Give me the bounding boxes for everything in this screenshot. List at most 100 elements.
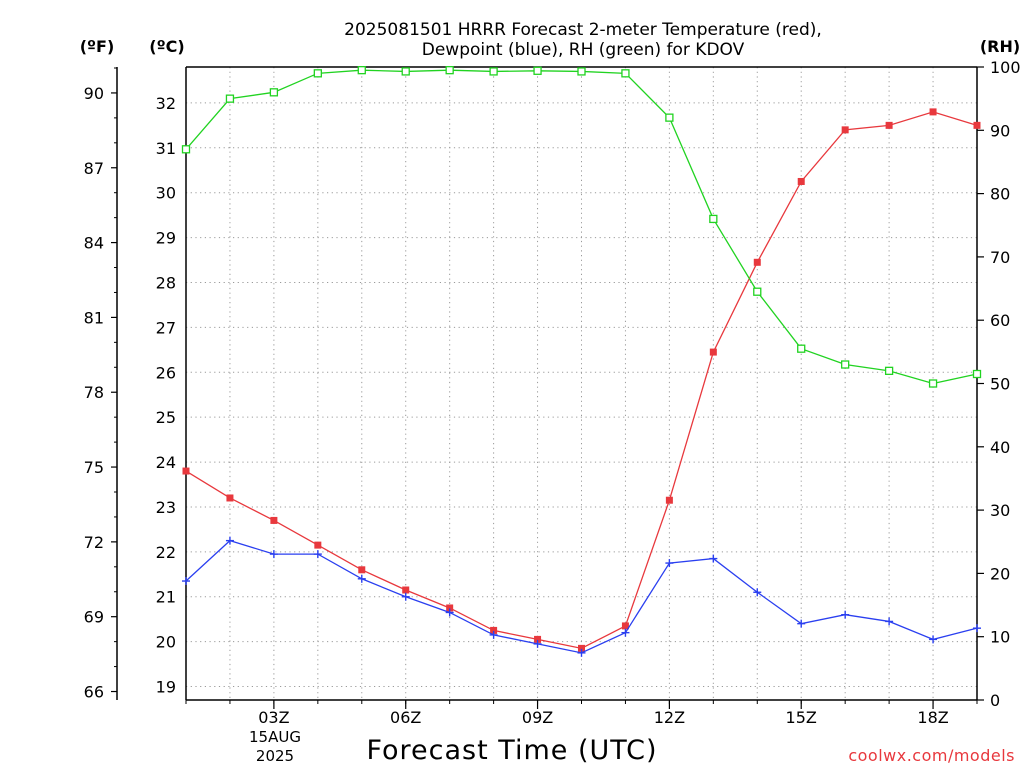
rh-tick-label: 20 xyxy=(990,564,1010,583)
x-axis-title: Forecast Time (UTC) xyxy=(366,735,657,766)
grid-lines xyxy=(185,67,978,700)
data-series xyxy=(181,66,982,657)
rh-point xyxy=(928,379,938,388)
dewpoint-point xyxy=(182,577,190,586)
x-tick-label: 03Z xyxy=(258,708,289,727)
dewpoint-point xyxy=(225,536,234,545)
temperature-point xyxy=(578,644,585,652)
temperature-point xyxy=(358,566,366,574)
celsius-tick-label: 25 xyxy=(156,408,176,427)
dewpoint-point xyxy=(753,588,762,597)
rh-tick-label: 70 xyxy=(990,248,1010,267)
dewpoint-point xyxy=(973,624,981,633)
temperature-point xyxy=(709,348,717,356)
celsius-tick-label: 30 xyxy=(156,184,176,203)
rh-point xyxy=(401,67,410,76)
rh-point xyxy=(533,66,542,75)
fahrenheit-tick-label: 81 xyxy=(84,308,104,327)
temperature-point xyxy=(402,586,410,594)
rh-tick-label: 90 xyxy=(990,121,1010,140)
chart-title-line1: 2025081501 HRRR Forecast 2-meter Tempera… xyxy=(344,20,822,40)
fahrenheit-unit-label: (ºF) xyxy=(80,37,115,56)
rh-point xyxy=(181,145,191,154)
dewpoint-point xyxy=(885,617,894,626)
rh-point xyxy=(709,214,718,224)
dewpoint-point xyxy=(577,648,586,657)
dewpoint-point xyxy=(357,574,366,583)
fahrenheit-tick-label: 90 xyxy=(84,84,104,103)
rh-unit-label: (RH) xyxy=(980,37,1020,56)
x-tick-label: 15Z xyxy=(786,708,817,727)
temperature-point xyxy=(270,516,278,524)
x-tick-label: 06Z xyxy=(390,708,421,727)
temperature-point xyxy=(226,494,234,502)
rh-point xyxy=(313,69,322,78)
rh-tick-label: 60 xyxy=(990,311,1010,330)
rh-point xyxy=(445,66,454,75)
date-label-year: 2025 xyxy=(256,747,294,765)
rh-tick-label: 100 xyxy=(990,58,1021,77)
fahrenheit-tick-label: 87 xyxy=(84,159,104,178)
dewpoint-point xyxy=(445,608,454,617)
temperature-point xyxy=(753,258,761,266)
temperature-point xyxy=(534,635,542,643)
rh-point xyxy=(225,94,235,103)
celsius-tick-label: 26 xyxy=(156,363,176,382)
dewpoint-point xyxy=(621,628,630,637)
temperature-point xyxy=(973,121,981,129)
fahrenheit-tick-label: 69 xyxy=(84,608,104,627)
rh-tick-label: 30 xyxy=(990,501,1010,520)
celsius-unit-label: (ºC) xyxy=(149,37,184,56)
celsius-tick-label: 32 xyxy=(156,94,176,113)
celsius-tick-label: 27 xyxy=(156,318,176,337)
celsius-tick-label: 21 xyxy=(156,588,176,607)
watermark: coolwx.com/models xyxy=(848,746,1015,765)
celsius-tick-label: 31 xyxy=(156,139,176,158)
rh-tick-label: 10 xyxy=(990,628,1010,647)
rh-point xyxy=(577,67,586,76)
fahrenheit-tick-label: 72 xyxy=(84,533,104,552)
rh-point xyxy=(665,113,674,122)
rh-point xyxy=(489,67,498,76)
rh-tick-label: 80 xyxy=(990,185,1010,204)
temperature-point xyxy=(885,121,893,129)
dewpoint-point xyxy=(401,592,410,601)
date-label-day: 15AUG xyxy=(249,728,301,746)
rh-point xyxy=(357,66,366,75)
rh-point xyxy=(269,88,279,97)
rh-point xyxy=(841,360,850,369)
dewpoint-point xyxy=(269,550,278,559)
dewpoint-point xyxy=(797,619,806,628)
dewpoint-point xyxy=(665,559,674,568)
rh-tick-label: 50 xyxy=(990,375,1010,394)
celsius-tick-label: 23 xyxy=(156,498,176,517)
celsius-tick-label: 28 xyxy=(156,273,176,292)
celsius-tick-label: 19 xyxy=(156,678,176,697)
temperature-point xyxy=(182,467,190,475)
chart-title-line2: Dewpoint (blue), RH (green) for KDOV xyxy=(422,40,745,60)
celsius-tick-label: 24 xyxy=(156,453,176,472)
dewpoint-point xyxy=(841,610,850,619)
x-tick-label: 18Z xyxy=(917,708,948,727)
dewpoint-point xyxy=(313,550,322,559)
rh-tick-label: 0 xyxy=(990,691,1000,710)
temperature-point xyxy=(841,126,849,134)
rh-point xyxy=(884,366,894,375)
celsius-tick-label: 20 xyxy=(156,633,176,652)
temperature-point xyxy=(446,604,454,612)
rh-point xyxy=(797,344,806,353)
temperature-point xyxy=(490,626,498,634)
dewpoint-point xyxy=(929,635,938,644)
temperature-point xyxy=(797,177,805,185)
celsius-tick-label: 22 xyxy=(156,543,176,562)
x-tick-label: 12Z xyxy=(654,708,685,727)
fahrenheit-tick-label: 84 xyxy=(84,234,104,253)
celsius-tick-label: 29 xyxy=(156,229,176,248)
fahrenheit-tick-label: 78 xyxy=(84,383,104,402)
rh-point xyxy=(972,369,982,379)
fahrenheit-tick-label: 75 xyxy=(84,458,104,477)
temperature-point xyxy=(314,541,322,549)
rh-point xyxy=(753,287,762,296)
